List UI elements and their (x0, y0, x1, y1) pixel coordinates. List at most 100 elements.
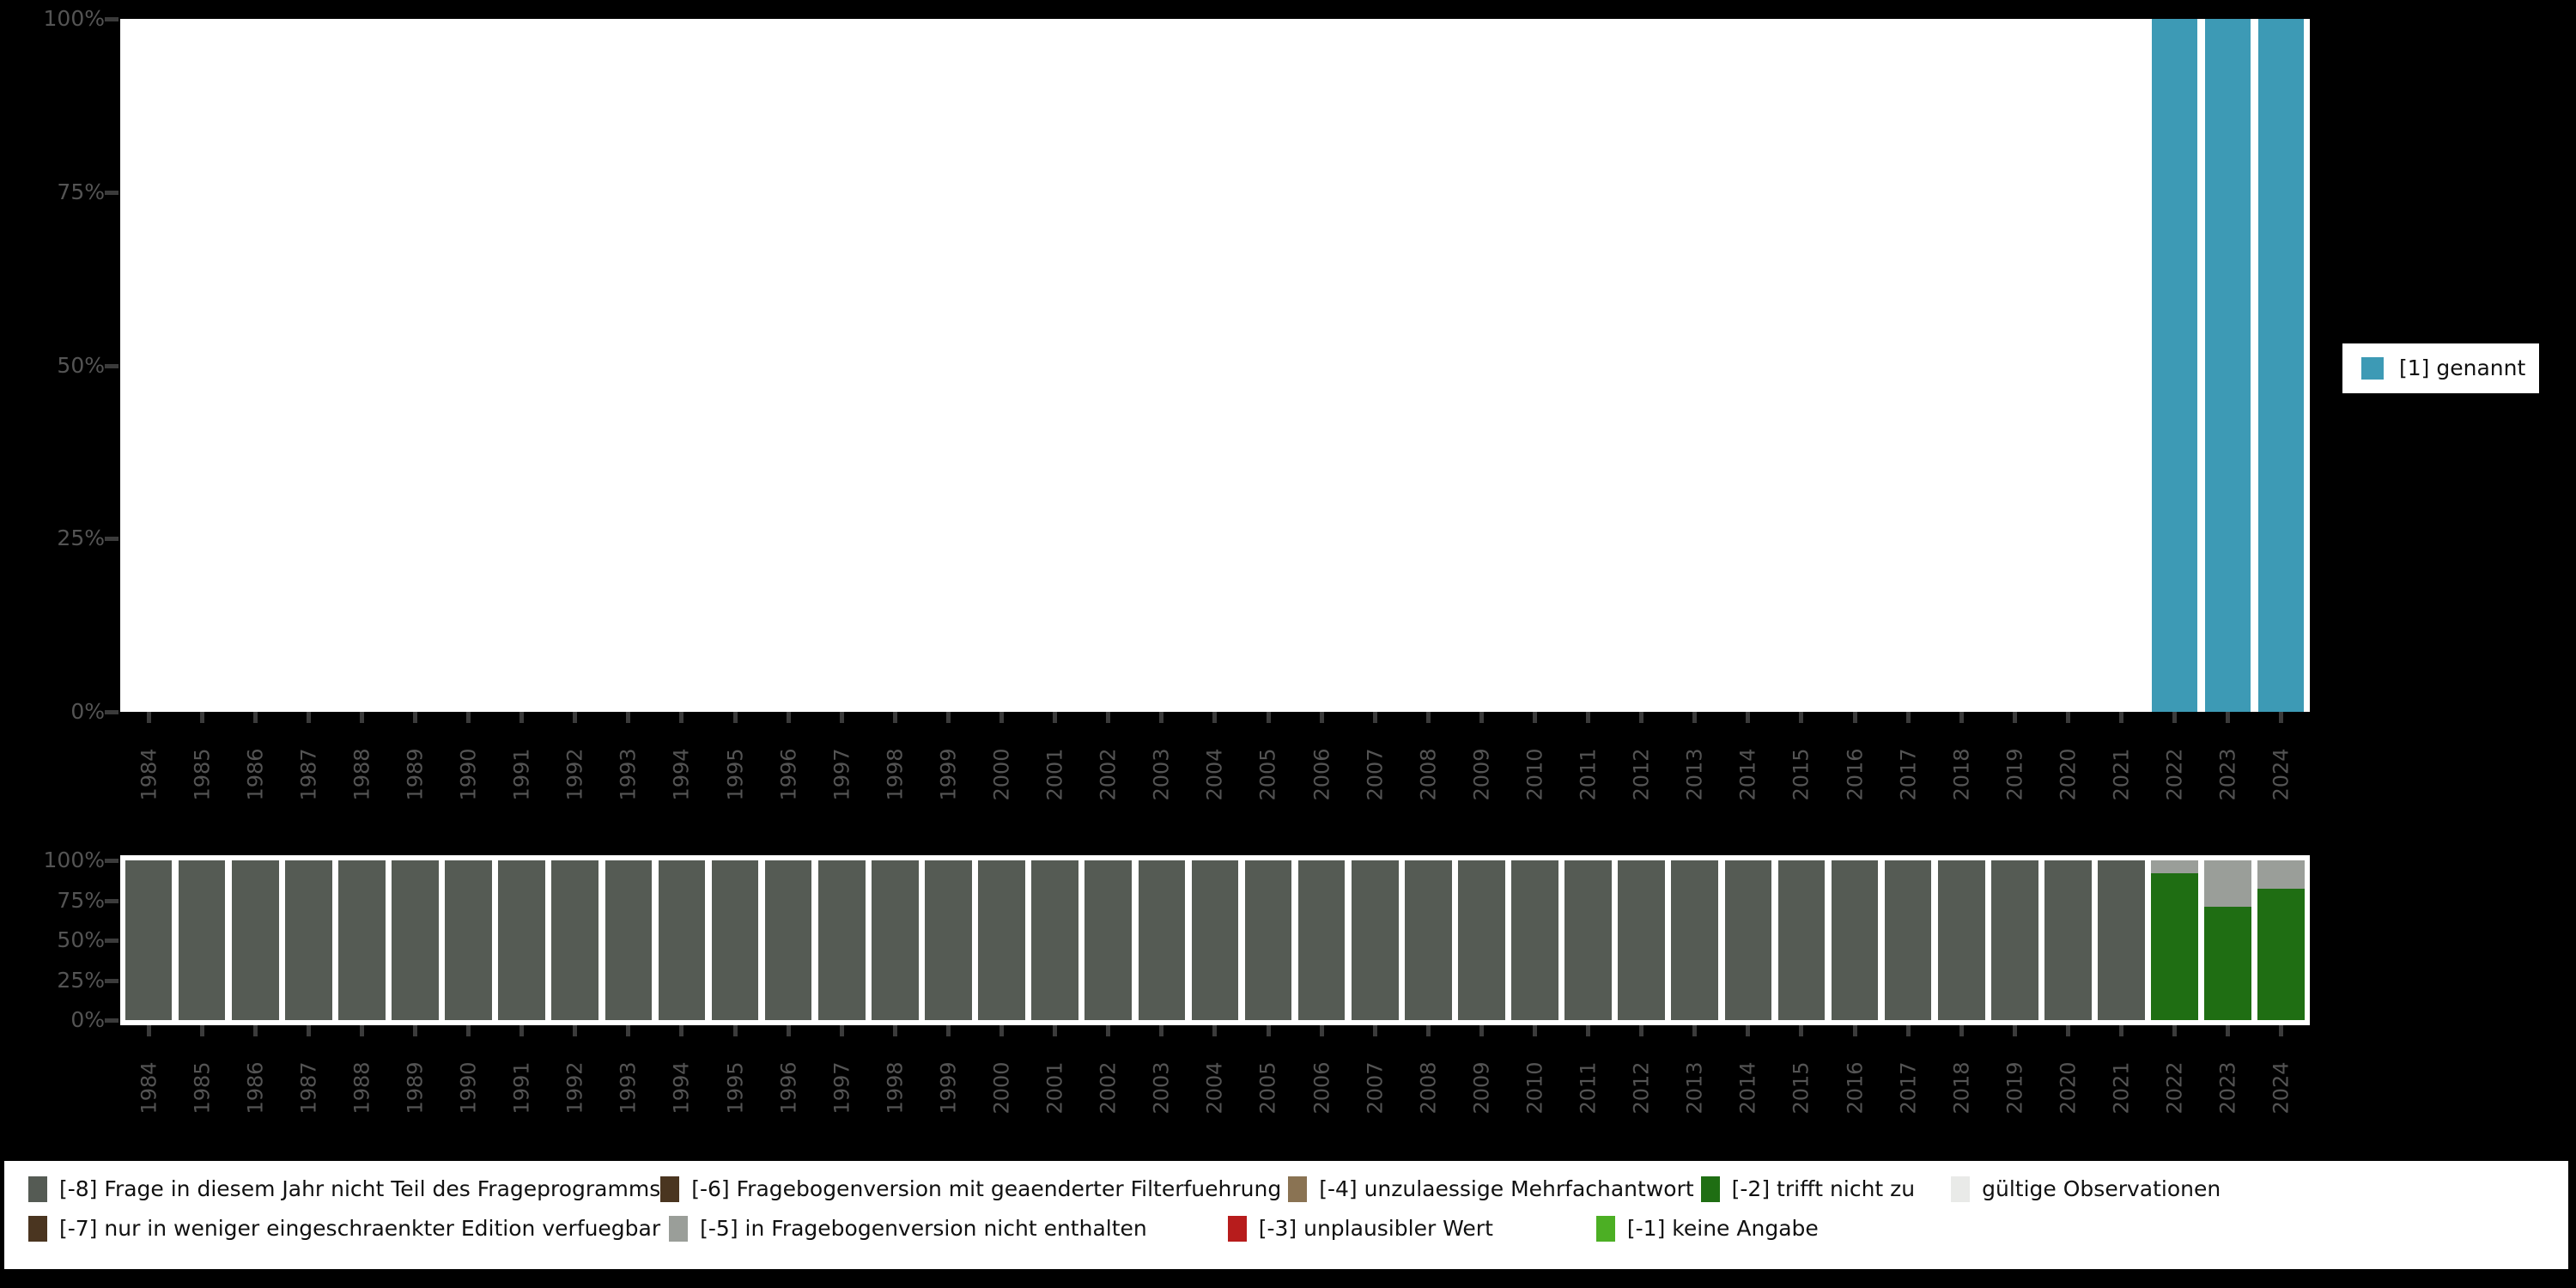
distribution-bar-slot (1722, 19, 1775, 712)
distribution-bar-slot (1188, 19, 1242, 712)
x-axis-tick: 2019 (1988, 712, 2041, 849)
observation-status-stack (1671, 860, 1719, 1020)
observation-status-bar-slot (2255, 860, 2308, 1020)
x-axis-tick: 1998 (868, 712, 921, 849)
x-axis-tick-mark (359, 1025, 364, 1036)
x-axis-tick-label: 2005 (1256, 748, 1281, 801)
legend-swatch-genannt (2361, 357, 2384, 380)
observation-status-bar-slot (2094, 860, 2148, 1020)
x-axis-tick: 1994 (655, 712, 708, 849)
observation-status-x-axis: 1984 1985 1986 1987 1988 1989 1990 1991 1992 1993… (120, 1025, 2310, 1154)
observation-status-bar-slot (1668, 860, 1722, 1020)
observation-status-bar-slot (1722, 860, 1775, 1020)
observation-status-bar-slot (1562, 860, 1615, 1020)
observation-status-bar-slot (1828, 860, 1881, 1020)
observation-status-bar-slot (1935, 860, 1988, 1020)
observation-status-segment (1351, 860, 1399, 1020)
y-axis-tick-label: 75% (57, 179, 105, 204)
observation-status-bar-slot (122, 860, 175, 1020)
x-axis-tick: 1990 (442, 1025, 495, 1154)
distribution-bar (2258, 19, 2305, 712)
legend-label: [-4] unzulaessige Mehrfachantwort (1319, 1176, 1694, 1201)
observation-status-segment (1937, 860, 1985, 1020)
x-axis-tick-mark (2119, 712, 2124, 723)
observation-status-stack (1458, 860, 1505, 1020)
x-axis-tick-label: 2001 (1042, 1061, 1067, 1115)
x-axis-tick-label: 1997 (829, 748, 854, 801)
observation-status-bar-slot (1455, 860, 1508, 1020)
observation-status-segment (925, 860, 972, 1020)
distribution-bar-slot (1615, 19, 1668, 712)
x-axis-tick-label: 1997 (829, 1061, 854, 1115)
distribution-bar-slot (975, 19, 1029, 712)
legend-label: [-8] Frage in diesem Jahr nicht Teil des… (59, 1176, 661, 1201)
x-axis-tick: 2009 (1455, 712, 1508, 849)
distribution-bar-slot (1348, 19, 1401, 712)
x-axis-tick-mark (999, 712, 1005, 723)
observation-status-stack (1031, 860, 1078, 1020)
x-axis-tick-mark (626, 712, 631, 723)
x-axis-tick-mark (786, 712, 791, 723)
x-axis-tick: 1991 (495, 1025, 549, 1154)
x-axis-tick-label: 2015 (1789, 748, 1814, 801)
observation-status-stack (605, 860, 653, 1020)
x-axis-tick-mark (1959, 1025, 1964, 1036)
observation-status-stack (817, 860, 866, 1020)
x-axis-tick-label: 2008 (1416, 1061, 1441, 1115)
observation-status-stack (1884, 860, 1932, 1020)
x-axis-tick: 2021 (2094, 1025, 2148, 1154)
x-axis-tick: 1996 (762, 1025, 815, 1154)
x-axis-tick-mark (466, 1025, 471, 1036)
x-axis-tick-label: 1987 (296, 748, 321, 801)
x-axis-tick: 1984 (122, 1025, 175, 1154)
x-axis-tick-mark (2012, 712, 2017, 723)
x-axis-tick: 1986 (228, 1025, 282, 1154)
x-axis-tick-mark (945, 712, 951, 723)
x-axis-tick-label: 2009 (1469, 1061, 1494, 1115)
x-axis-tick-label: 2008 (1416, 748, 1441, 801)
observation-status-segment (1138, 860, 1186, 1020)
observation-status-stack (445, 860, 492, 1020)
observation-status-bar-slot (2202, 860, 2255, 1020)
x-axis-tick-mark (786, 1025, 791, 1036)
legend-label-genannt: [1] genannt (2399, 355, 2526, 380)
observation-status-segment (1671, 860, 1719, 1020)
x-axis-tick-label: 2011 (1576, 748, 1601, 801)
x-axis-tick: 2014 (1722, 712, 1775, 849)
observation-status-bar-slot (921, 860, 975, 1020)
x-axis-tick-mark (1746, 1025, 1751, 1036)
x-axis-tick: 2015 (1775, 712, 1828, 849)
distribution-bar-slot (1455, 19, 1508, 712)
x-axis-tick-mark (1852, 712, 1857, 723)
x-axis-tick-mark (1212, 1025, 1218, 1036)
observation-status-stack (2204, 860, 2252, 1020)
distribution-bar-slot (549, 19, 602, 712)
observation-status-segment (711, 860, 759, 1020)
x-axis-tick-mark (2065, 712, 2070, 723)
x-axis-tick-label: 1991 (509, 748, 534, 801)
x-axis-tick-label: 2002 (1096, 748, 1121, 801)
observation-status-segment (1084, 860, 1133, 1020)
legend-item: [-5] in Fragebogenversion nicht enthalte… (669, 1216, 1147, 1242)
observation-status-bar-slot (1401, 860, 1455, 1020)
x-axis-tick-mark (679, 1025, 684, 1036)
observation-status-bar-slot (1348, 860, 1401, 1020)
observation-status-stack (2151, 860, 2198, 1020)
legend-label: [-1] keine Angabe (1626, 1216, 1819, 1241)
x-axis-tick-label: 2006 (1309, 748, 1334, 801)
x-axis-tick-label: 2011 (1576, 1061, 1601, 1115)
x-axis-tick-label: 1986 (243, 748, 268, 801)
x-axis-tick-label: 2007 (1363, 748, 1388, 801)
x-axis-tick-mark (1053, 1025, 1058, 1036)
observation-status-stack (2044, 860, 2092, 1020)
x-axis-tick-mark (1053, 712, 1058, 723)
legend-label: [-6] Fragebogenversion mit geaenderter F… (691, 1176, 1282, 1201)
observation-status-stack (1084, 860, 1133, 1020)
x-axis-tick-label: 2004 (1202, 748, 1227, 801)
legend-row-1: [-8] Frage in diesem Jahr nicht Teil des… (4, 1170, 2568, 1209)
x-axis-tick-mark (252, 712, 258, 723)
x-axis-tick-mark (1905, 1025, 1911, 1036)
x-axis-tick-mark (1106, 1025, 1111, 1036)
y-axis-tick-label: 0% (70, 699, 105, 724)
x-axis-tick-mark (306, 1025, 311, 1036)
